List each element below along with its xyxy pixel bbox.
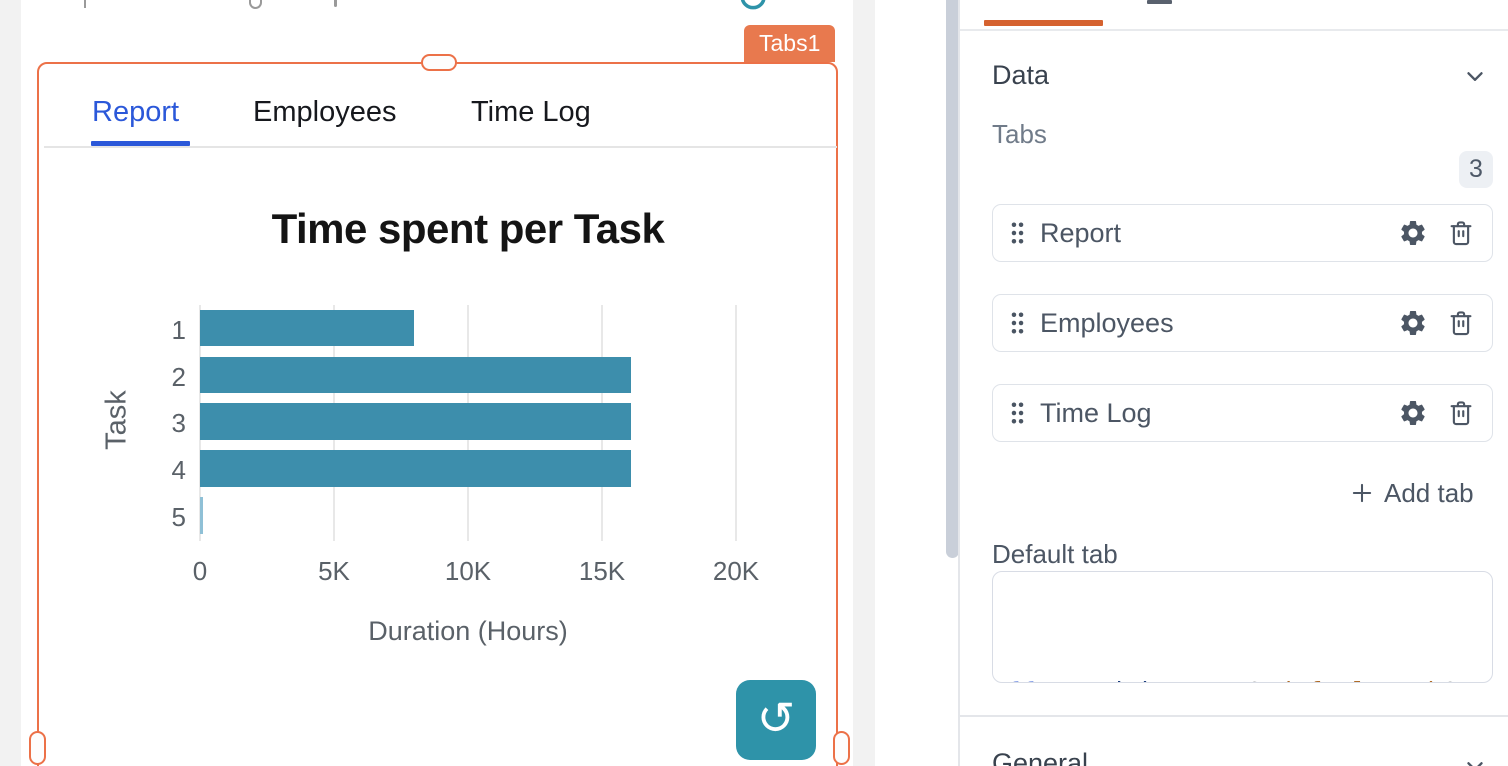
- tab-row-label: Report: [1040, 217, 1122, 248]
- x-tick-label: 20K: [712, 556, 760, 586]
- panel-active-tab-underline: [984, 20, 1103, 26]
- tabs-count-badge: 3: [1459, 151, 1493, 188]
- drag-handle-icon[interactable]: [1009, 310, 1026, 336]
- section-divider: [959, 715, 1508, 717]
- add-tab-label: Add tab: [1384, 477, 1474, 508]
- x-tick-label: 15K: [578, 556, 626, 586]
- tab-report[interactable]: Report: [92, 96, 180, 128]
- clipped-text-fragment: [249, 0, 262, 9]
- clipped-text-fragment: [334, 0, 337, 7]
- gridline: [735, 305, 737, 541]
- y-axis-title: Task: [100, 390, 133, 450]
- chart-refresh-button[interactable]: ↺: [736, 680, 816, 760]
- bar-task-2: [200, 357, 631, 393]
- bar-task-4: [200, 450, 631, 487]
- section-heading-data[interactable]: Data: [992, 60, 1050, 90]
- x-tick-label: 5K: [318, 556, 350, 586]
- default-tab-field-label: Default tab: [992, 539, 1118, 569]
- x-tick-label: 10K: [444, 556, 492, 586]
- active-tab-underline: [91, 141, 190, 146]
- resize-handle-bottom-right[interactable]: [833, 731, 850, 765]
- add-tab-button[interactable]: Add tab: [1349, 477, 1474, 509]
- bar-task-3: [200, 403, 631, 440]
- tab-row-report[interactable]: Report: [992, 204, 1493, 262]
- x-axis-title: Duration (Hours): [368, 616, 568, 646]
- code-line: {{appsmith.store?.default_tab?: [1006, 670, 1479, 682]
- y-category-label: 3: [171, 408, 186, 438]
- trash-icon[interactable]: [1446, 398, 1476, 428]
- chevron-down-icon[interactable]: [1462, 63, 1488, 89]
- tab-row-employees[interactable]: Employees: [992, 294, 1493, 352]
- panel-scrollbar[interactable]: [946, 0, 959, 558]
- resize-handle-top[interactable]: [421, 54, 457, 71]
- tab-row-label: Employees: [1040, 307, 1174, 338]
- section-heading-general[interactable]: General: [992, 748, 1089, 766]
- canvas-left-edge: [0, 0, 21, 766]
- canvas-right-gutter: [853, 0, 875, 766]
- bar-task-1: [200, 310, 414, 346]
- chart-title: Time spent per Task: [271, 205, 665, 252]
- tab-bar-divider: [44, 146, 837, 148]
- clipped-refresh-icon: ↺: [736, 0, 771, 22]
- y-category-label: 1: [171, 315, 186, 345]
- bar-task-5: [200, 497, 203, 534]
- refresh-icon: ↺: [756, 691, 796, 745]
- drag-handle-icon[interactable]: [1009, 220, 1026, 246]
- y-category-label: 5: [171, 502, 186, 532]
- trash-icon[interactable]: [1446, 308, 1476, 338]
- plus-icon: [1352, 483, 1372, 503]
- trash-icon[interactable]: [1446, 218, 1476, 248]
- tab-row-time-log[interactable]: Time Log: [992, 384, 1493, 442]
- tab-time-log[interactable]: Time Log: [471, 96, 591, 128]
- gear-icon[interactable]: [1398, 218, 1428, 248]
- panel-left-border: [958, 0, 960, 766]
- gear-icon[interactable]: [1398, 398, 1428, 428]
- tab-employees[interactable]: Employees: [253, 96, 397, 128]
- panel-tabbar-divider: [960, 29, 1508, 31]
- drag-handle-icon[interactable]: [1009, 400, 1026, 426]
- chevron-down-icon[interactable]: [1462, 753, 1488, 766]
- clipped-tab-label-fragment: [1147, 0, 1172, 4]
- widget-name-tag[interactable]: Tabs1: [744, 25, 836, 62]
- tab-row-label: Time Log: [1040, 397, 1152, 428]
- tabs-field-label: Tabs: [992, 119, 1047, 149]
- resize-handle-bottom-left[interactable]: [29, 731, 46, 765]
- y-category-label: 2: [171, 362, 186, 392]
- gear-icon[interactable]: [1398, 308, 1428, 338]
- y-category-label: 4: [171, 455, 186, 485]
- default-tab-code-input[interactable]: {{appsmith.store?.default_tab? .slice(-1…: [992, 571, 1493, 683]
- x-tick-label: 0: [192, 556, 208, 586]
- clipped-text-fragment: [84, 0, 86, 8]
